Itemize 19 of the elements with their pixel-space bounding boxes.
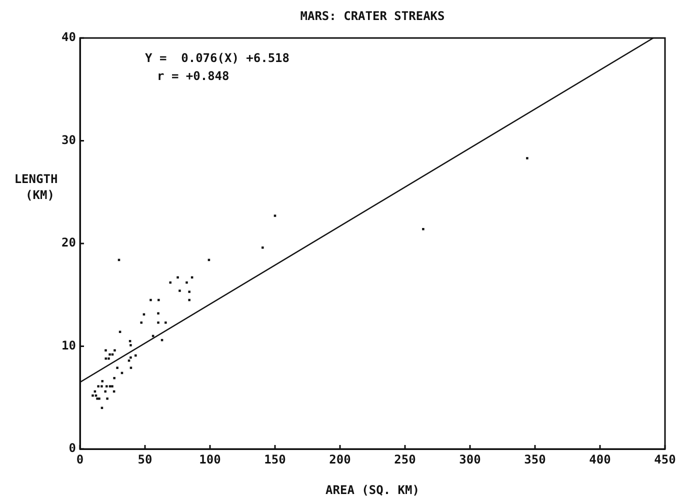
annotation: r = +0.848 [157,69,230,84]
x-tick-label: 100 [199,452,221,466]
y-tick-label: 30 [62,132,76,147]
chart-title: MARS: CRATER STREAKS [300,9,445,24]
x-tick-label: 150 [264,452,286,466]
x-tick-label: 300 [459,452,481,466]
x-tick-label: 250 [394,452,416,466]
x-tick-label: 400 [589,452,611,466]
x-tick-label: 450 [654,452,676,466]
y-tick-label: 20 [62,236,76,250]
y-axis-title: LENGTH (KM) [14,172,58,202]
annotation: Y = 0.076(X) +6.518 [145,51,290,66]
y-tick-label: 0 [68,441,76,456]
x-tick-label: 50 [138,452,152,466]
x-tick-label: 350 [524,452,546,466]
x-tick-label: 200 [329,452,351,466]
y-tick-label: 10 [62,338,76,352]
y-tick-label: 40 [62,30,76,44]
x-axis-title: AREA (SQ. KM) [326,483,420,498]
